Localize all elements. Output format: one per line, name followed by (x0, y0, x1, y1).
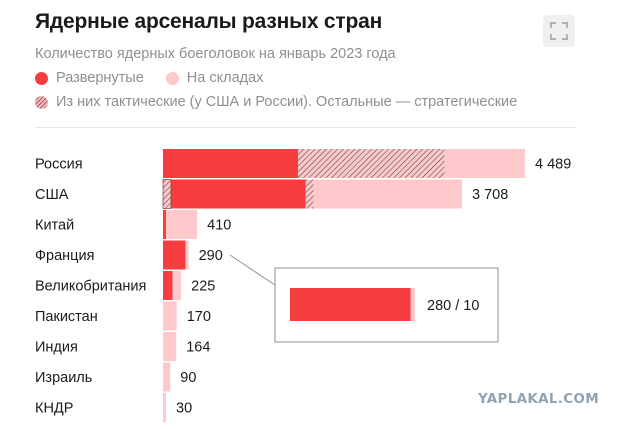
country-label: Китай (35, 218, 74, 234)
watermark: YAPLAKAL.COM (478, 391, 599, 407)
country-label: Франция (35, 248, 94, 264)
value-label: 225 (191, 279, 215, 295)
inset-bar-stored (410, 288, 415, 321)
inset-value-label: 280 / 10 (427, 298, 479, 314)
bar-deployed (163, 271, 173, 300)
bar-stored (163, 362, 171, 392)
country-label: Индия (35, 340, 78, 356)
legend-deployed: Развернутые (35, 70, 144, 86)
bar-tactical (297, 149, 445, 178)
value-label: 4 489 (535, 157, 571, 173)
chart-title: Ядерные арсеналы разных стран (35, 10, 383, 33)
bar-deployed (163, 240, 186, 270)
country-label: КНДР (35, 401, 73, 417)
legend-tactical-swatch (35, 95, 48, 109)
country-label: Россия (35, 157, 83, 173)
legend-deployed-swatch (35, 71, 48, 85)
legend-stored-swatch (165, 71, 179, 85)
chart-subtitle: Количество ядерных боеголовок на январь … (35, 46, 396, 62)
value-label: 30 (176, 401, 192, 417)
legend-tactical: Из них тактические (у США и России). Ост… (35, 94, 517, 110)
bar-deployed (163, 210, 166, 239)
inset-bar-deployed (290, 288, 411, 321)
value-label: 3 708 (472, 187, 508, 203)
bar-deployed (163, 179, 306, 209)
country-label: Пакистан (35, 309, 98, 325)
legend-stored-label: На складах (186, 70, 264, 86)
bar-stored (163, 332, 177, 361)
legend-row-1: Развернутые На складах (35, 70, 285, 86)
bar-stored (172, 271, 182, 300)
bar-tactical-start (162, 179, 172, 209)
expand-icon (550, 22, 568, 40)
value-label: 164 (186, 340, 210, 356)
bar-stored (185, 240, 189, 270)
legend-stored: На складах (165, 70, 264, 86)
value-label: 410 (207, 218, 231, 234)
country-label: Великобритания (35, 279, 146, 295)
value-label: 90 (180, 370, 196, 386)
bar-stored (166, 210, 198, 239)
bar-stored (163, 393, 166, 422)
legend-tactical-label: Из них тактические (у США и России). Ост… (56, 94, 518, 110)
bar-stored (313, 179, 463, 209)
country-label: США (35, 187, 69, 203)
bar-tactical (305, 179, 314, 209)
header-divider (35, 127, 575, 128)
country-label: Израиль (35, 370, 92, 386)
inset-leader-line (229, 254, 276, 286)
legend-deployed-label: Развернутые (56, 70, 144, 86)
value-label: 290 (199, 248, 223, 264)
bar-deployed (163, 149, 298, 178)
legend-row-2: Из них тактические (у США и России). Ост… (35, 94, 539, 110)
bar-stored (444, 149, 525, 178)
bar-stored (163, 301, 177, 331)
expand-button[interactable] (543, 15, 575, 47)
value-label: 170 (187, 309, 211, 325)
